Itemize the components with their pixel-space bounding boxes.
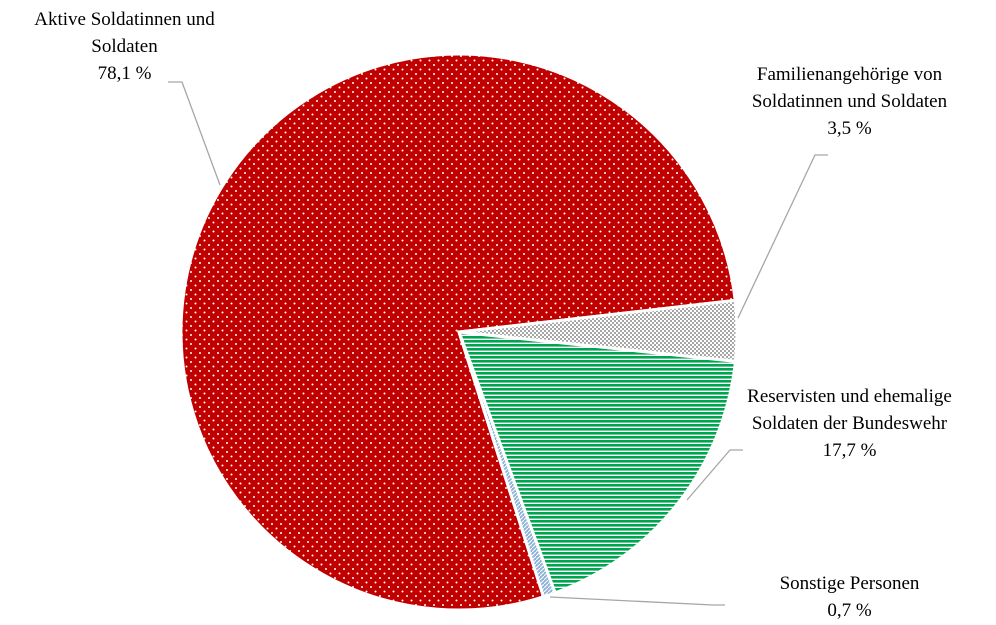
value-label: 78,1 % — [97, 63, 152, 84]
category-label: Aktive Soldatinnen und Soldaten — [34, 9, 215, 57]
value-label: 3,5 % — [827, 118, 872, 139]
leader-line — [686, 449, 743, 501]
leader-lines — [168, 81, 828, 606]
category-label: Sonstige Personen — [779, 573, 920, 594]
leader-line — [168, 81, 221, 186]
pie-slice — [456, 330, 738, 595]
leader-line — [737, 154, 828, 319]
slice-label: Sonstige Personen 0,7 % — [722, 570, 977, 624]
value-label: 0,7 % — [827, 600, 872, 621]
slice-label: Familienangehörige von Soldatinnen und S… — [722, 61, 977, 142]
slice-label: Aktive Soldatinnen und Soldaten 78,1 % — [2, 6, 247, 87]
category-label: Reservisten und ehemalige Soldaten der B… — [747, 386, 952, 434]
slice-label: Reservisten und ehemalige Soldaten der B… — [722, 383, 977, 464]
category-label: Familienangehörige von Soldatinnen und S… — [751, 64, 948, 112]
leader-line — [549, 596, 725, 606]
pie-slice — [457, 331, 558, 599]
value-label: 17,7 % — [822, 440, 877, 461]
